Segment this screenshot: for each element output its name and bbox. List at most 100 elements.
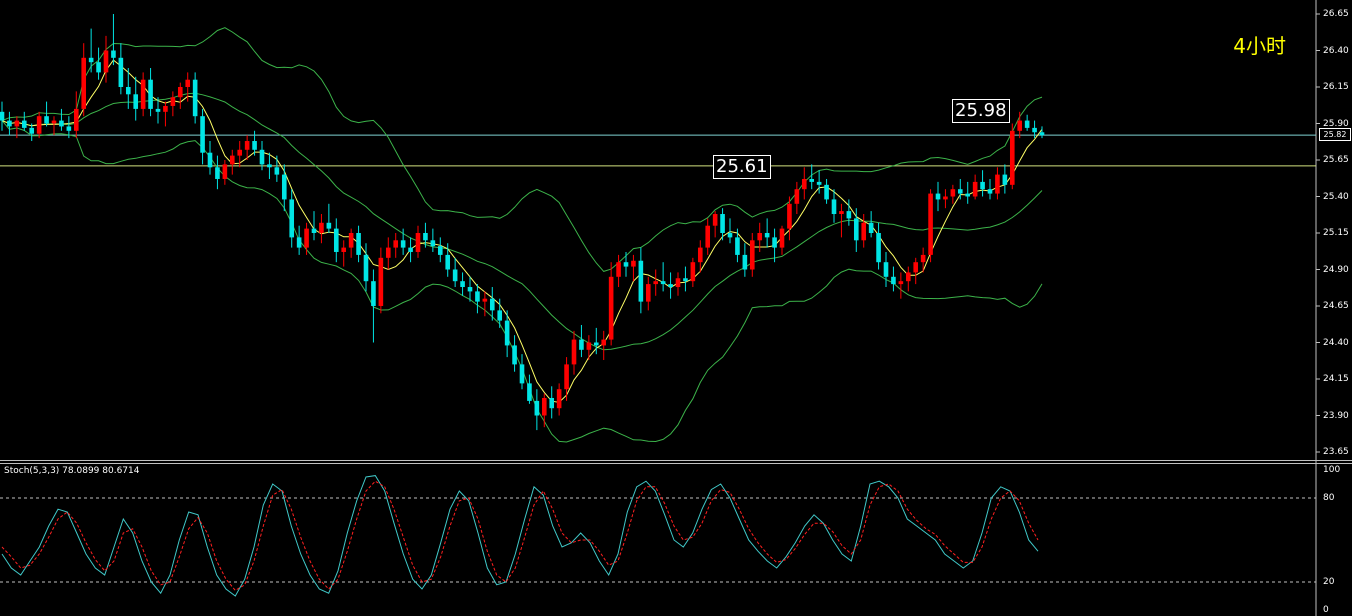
- candle-body: [787, 203, 792, 229]
- candle-body: [1024, 120, 1030, 128]
- price-candle: [200, 108, 205, 165]
- price-candle: [556, 383, 562, 416]
- candle-body: [660, 281, 666, 285]
- candle-body: [593, 342, 599, 346]
- price-candle: [593, 327, 599, 355]
- candle-body: [467, 287, 473, 292]
- candle-body: [913, 262, 919, 273]
- price-candle: [460, 272, 465, 296]
- candle-body: [564, 364, 569, 390]
- price-candle: [631, 254, 636, 282]
- price-candle: [393, 233, 399, 258]
- candle-body: [341, 247, 347, 252]
- price-candle: [683, 266, 688, 292]
- price-candle: [705, 218, 711, 255]
- price-candle: [764, 218, 770, 248]
- price-candle: [861, 214, 867, 248]
- candle-body: [29, 127, 35, 134]
- price-candle: [81, 43, 87, 117]
- price-candle: [88, 28, 94, 73]
- price-candle: [564, 357, 569, 401]
- price-candle: [816, 170, 822, 194]
- price-candle: [497, 298, 503, 328]
- candle-body: [735, 237, 740, 255]
- price-candle: [549, 386, 555, 419]
- price-tick-label: 25.40: [1323, 191, 1349, 202]
- candle-body: [1032, 127, 1037, 133]
- price-candle: [59, 108, 64, 131]
- price-tick-label: 25.15: [1323, 228, 1349, 238]
- candle-body: [720, 214, 725, 233]
- candle-body: [408, 247, 413, 252]
- price-candle: [333, 218, 339, 263]
- price-candle: [36, 111, 42, 139]
- price-candle: [222, 160, 228, 185]
- price-candle: [787, 196, 792, 241]
- price-candle: [735, 228, 740, 263]
- price-candle: [44, 101, 49, 127]
- candle-body: [965, 193, 971, 197]
- price-candle: [289, 189, 295, 248]
- candle-body: [140, 79, 146, 109]
- candle-body: [816, 181, 822, 185]
- candle-body: [125, 87, 131, 95]
- price-candle: [170, 91, 176, 117]
- candle-body: [861, 222, 867, 241]
- candle-body: [920, 254, 926, 263]
- stochastic-panel: [0, 475, 1316, 597]
- candle-body: [118, 57, 124, 87]
- price-candle: [125, 68, 131, 109]
- price-candle: [876, 222, 881, 270]
- price-candle: [987, 178, 993, 200]
- candle-body: [326, 222, 332, 229]
- price-candle: [21, 111, 27, 131]
- price-candle: [579, 324, 584, 358]
- price-candle: [1024, 114, 1030, 131]
- candle-body: [304, 228, 309, 248]
- price-candle: [772, 228, 777, 263]
- candle-body: [103, 50, 109, 73]
- price-candle: [534, 389, 540, 431]
- candle-body: [81, 57, 87, 109]
- candle-body: [846, 211, 852, 219]
- candle-body: [237, 149, 243, 156]
- candle-body: [244, 141, 250, 150]
- price-candle: [430, 228, 436, 252]
- candle-body: [163, 105, 168, 112]
- candle-body: [534, 400, 540, 416]
- candle-body: [185, 79, 191, 87]
- price-tick-label: 23.65: [1323, 447, 1349, 457]
- candle-body: [1039, 132, 1045, 136]
- price-candle: [809, 164, 815, 190]
- price-candle: [668, 272, 673, 299]
- price-candle: [950, 184, 956, 204]
- candle-body: [853, 218, 859, 241]
- candle-body: [497, 310, 503, 321]
- price-tick-label: 24.65: [1323, 301, 1349, 311]
- price-candle: [1017, 111, 1023, 139]
- candle-body: [779, 228, 785, 248]
- price-candle: [319, 214, 324, 244]
- price-candle: [207, 141, 213, 175]
- candle-body: [155, 108, 161, 112]
- price-candle: [965, 181, 971, 204]
- price-candle: [29, 123, 35, 142]
- price-candle: [853, 208, 859, 252]
- stochastic-label: Stoch(5,3,3) 78.0899 80.6714: [4, 466, 140, 476]
- price-candle: [957, 178, 963, 200]
- candle-body: [289, 199, 295, 238]
- candle-body: [207, 152, 213, 168]
- candle-body: [378, 257, 384, 306]
- price-candle: [237, 141, 243, 168]
- price-candle: [839, 203, 844, 238]
- price-candle: [252, 130, 257, 156]
- candle-body: [229, 155, 235, 165]
- candle-body: [215, 167, 220, 179]
- price-candle: [586, 335, 592, 361]
- candle-body: [883, 262, 889, 277]
- candle-body: [831, 199, 837, 215]
- candle-body: [475, 291, 480, 302]
- price-candle: [14, 116, 20, 139]
